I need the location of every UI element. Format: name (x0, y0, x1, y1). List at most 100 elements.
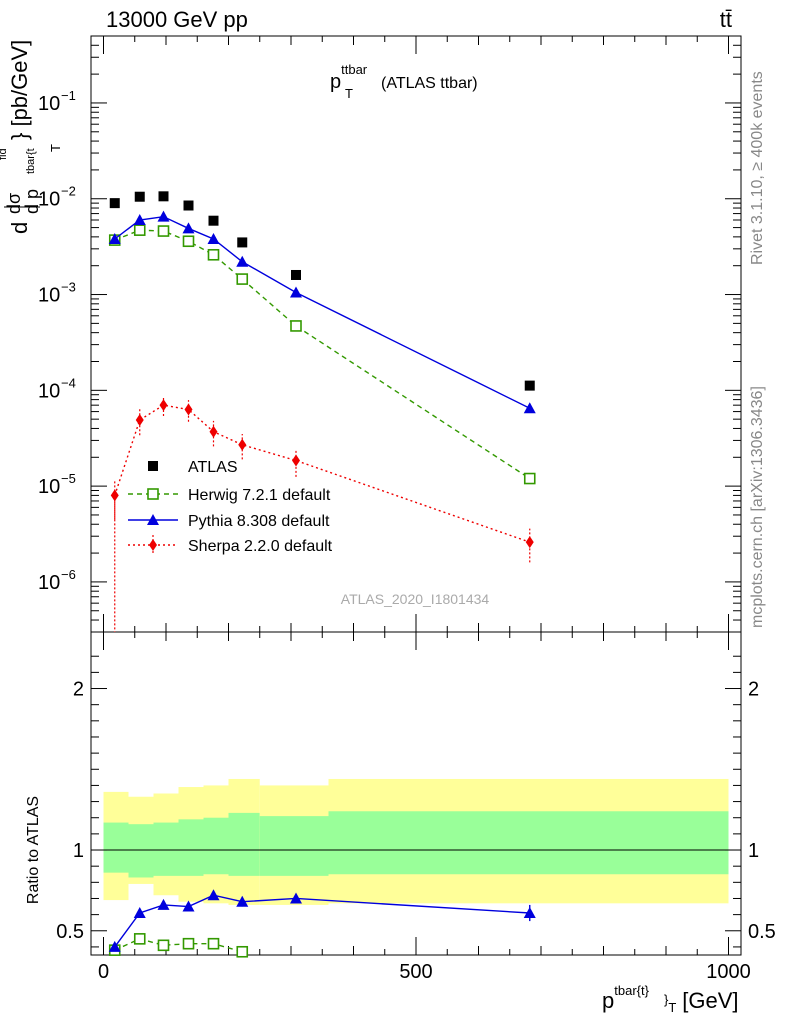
point-pythia (523, 402, 536, 414)
ratio-band-inner (259, 816, 329, 876)
xlabel-sub: } (664, 992, 669, 1007)
ratio-point-pythia (157, 898, 170, 910)
ratio-band-inner (178, 819, 204, 876)
legend: ATLAS Herwig 7.2.1 default Pythia 8.308 de… (128, 459, 333, 555)
legend-entry-atlas: ATLAS (148, 459, 238, 476)
series-sherpa (110, 396, 534, 632)
point-pythia (133, 213, 146, 225)
ratio-point-pythia (182, 900, 195, 912)
ratio-line-herwig (114, 938, 243, 953)
ratio-point-herwig (207, 937, 220, 950)
ratio-point-herwig (182, 937, 195, 950)
y-axis-label: d dσ fid d p tbar{t T } [pb/GeV] (0, 40, 63, 234)
x-tick-label: 500 (399, 961, 432, 983)
ratio-tick-label-left: 0.5 (56, 921, 84, 943)
x-tick-label: 0 (98, 961, 109, 983)
series-atlas (109, 191, 535, 391)
point-herwig (523, 472, 536, 485)
point-atlas (134, 191, 145, 202)
point-herwig (157, 225, 170, 237)
y-tick-label: 10 (38, 476, 60, 498)
y-tick-exponent: −1 (61, 88, 76, 103)
point-pythia (236, 255, 249, 267)
x-axis-label: ptbar{t}}T [GeV] (602, 983, 739, 1015)
point-pythia (207, 232, 220, 244)
point-atlas (524, 380, 535, 391)
point-sherpa (110, 489, 119, 502)
xlabel-main: p (602, 988, 614, 1013)
title-sub: T (345, 86, 353, 101)
ratio-tick-label-left: 2 (73, 679, 84, 701)
ylabel-tbar: tbar{t (25, 148, 37, 174)
ylabel-unit: } [pb/GeV] (7, 40, 32, 140)
analysis-id: ATLAS_2020_I1801434 (341, 591, 490, 607)
ylabel-dsigma: dσ (4, 193, 24, 214)
rivet-label: Rivet 3.1.10, ≥ 400k events (749, 71, 766, 265)
legend-marker-herwig (147, 488, 159, 500)
point-sherpa (184, 403, 193, 416)
axes: 10−610−510−410−310−210 −10.5 0.51 12 20 500 10… (38, 35, 776, 983)
title-rest: (ATLAS ttbar) (381, 75, 478, 92)
ratio-band-inner (128, 824, 154, 878)
y-tick-label: 10 (38, 93, 60, 115)
point-atlas (237, 237, 248, 248)
legend-marker-atlas (148, 461, 158, 471)
ylabel-dp: d p (22, 189, 42, 214)
point-herwig (133, 224, 146, 236)
ratio-point-pythia (108, 940, 121, 952)
legend-label-pythia: Pythia 8.308 default (188, 513, 330, 530)
ratio-point-pythia (133, 907, 146, 919)
y-tick-exponent: −4 (61, 375, 76, 390)
point-atlas (208, 215, 219, 226)
ratio-tick-label-right: 2 (748, 679, 759, 701)
ylabel-T: T (48, 144, 63, 152)
ratio-band-inner (203, 817, 229, 875)
legend-label-atlas: ATLAS (188, 459, 238, 476)
y-tick-exponent: −6 (61, 567, 76, 582)
ratio-series-herwig (108, 933, 249, 958)
y-tick-label: 10 (38, 380, 60, 402)
point-sherpa (159, 399, 168, 412)
point-sherpa (209, 425, 218, 438)
point-sherpa (292, 454, 300, 467)
legend-label-herwig: Herwig 7.2.1 default (188, 487, 331, 504)
ratio-point-herwig (157, 939, 170, 952)
ratio-band-inner (328, 811, 729, 875)
mcplots-label: mcplots.cern.ch [arXiv:1306.3436] (749, 386, 766, 628)
xlabel-unit: [GeV] (682, 988, 738, 1013)
point-pythia (157, 210, 170, 222)
y-tick-label: 10 (38, 285, 60, 307)
ratio-band-inner (228, 812, 260, 876)
ylabel-d: d (7, 222, 32, 234)
series-herwig (108, 224, 536, 485)
point-sherpa (135, 414, 144, 427)
ratio-point-pythia (523, 907, 536, 919)
y-tick-label: 10 (38, 189, 60, 211)
xlabel-sub2: T (668, 1000, 676, 1015)
ratio-series-pythia (108, 889, 536, 952)
ratio-band-inner (103, 822, 129, 873)
ratio-point-pythia (207, 889, 220, 901)
x-tick-label: 1000 (706, 961, 751, 983)
energy-label: 13000 GeV pp (106, 7, 248, 32)
point-herwig (182, 235, 195, 248)
ratio-line-pythia (114, 894, 530, 948)
ratio-tick-label-left: 1 (73, 840, 84, 862)
series-pythia (108, 210, 536, 414)
ylabel-fid: fid (0, 148, 9, 160)
y-tick-exponent: −2 (61, 184, 76, 199)
series-line-pythia (114, 215, 531, 409)
ratio-point-herwig (236, 945, 249, 958)
legend-entry-herwig: Herwig 7.2.1 default (128, 487, 331, 504)
legend-marker-sherpa (149, 539, 157, 551)
title-sup: ttbar (341, 62, 368, 77)
point-pythia (108, 232, 121, 244)
legend-label-sherpa: Sherpa 2.2.0 default (188, 538, 333, 555)
point-atlas (158, 191, 169, 202)
ratio-y-label: Ratio to ATLAS (25, 796, 42, 904)
y-tick-exponent: −5 (61, 471, 76, 486)
ratio-point-pythia (236, 895, 249, 907)
title-main: p (330, 71, 341, 93)
series-line-herwig (114, 229, 531, 480)
